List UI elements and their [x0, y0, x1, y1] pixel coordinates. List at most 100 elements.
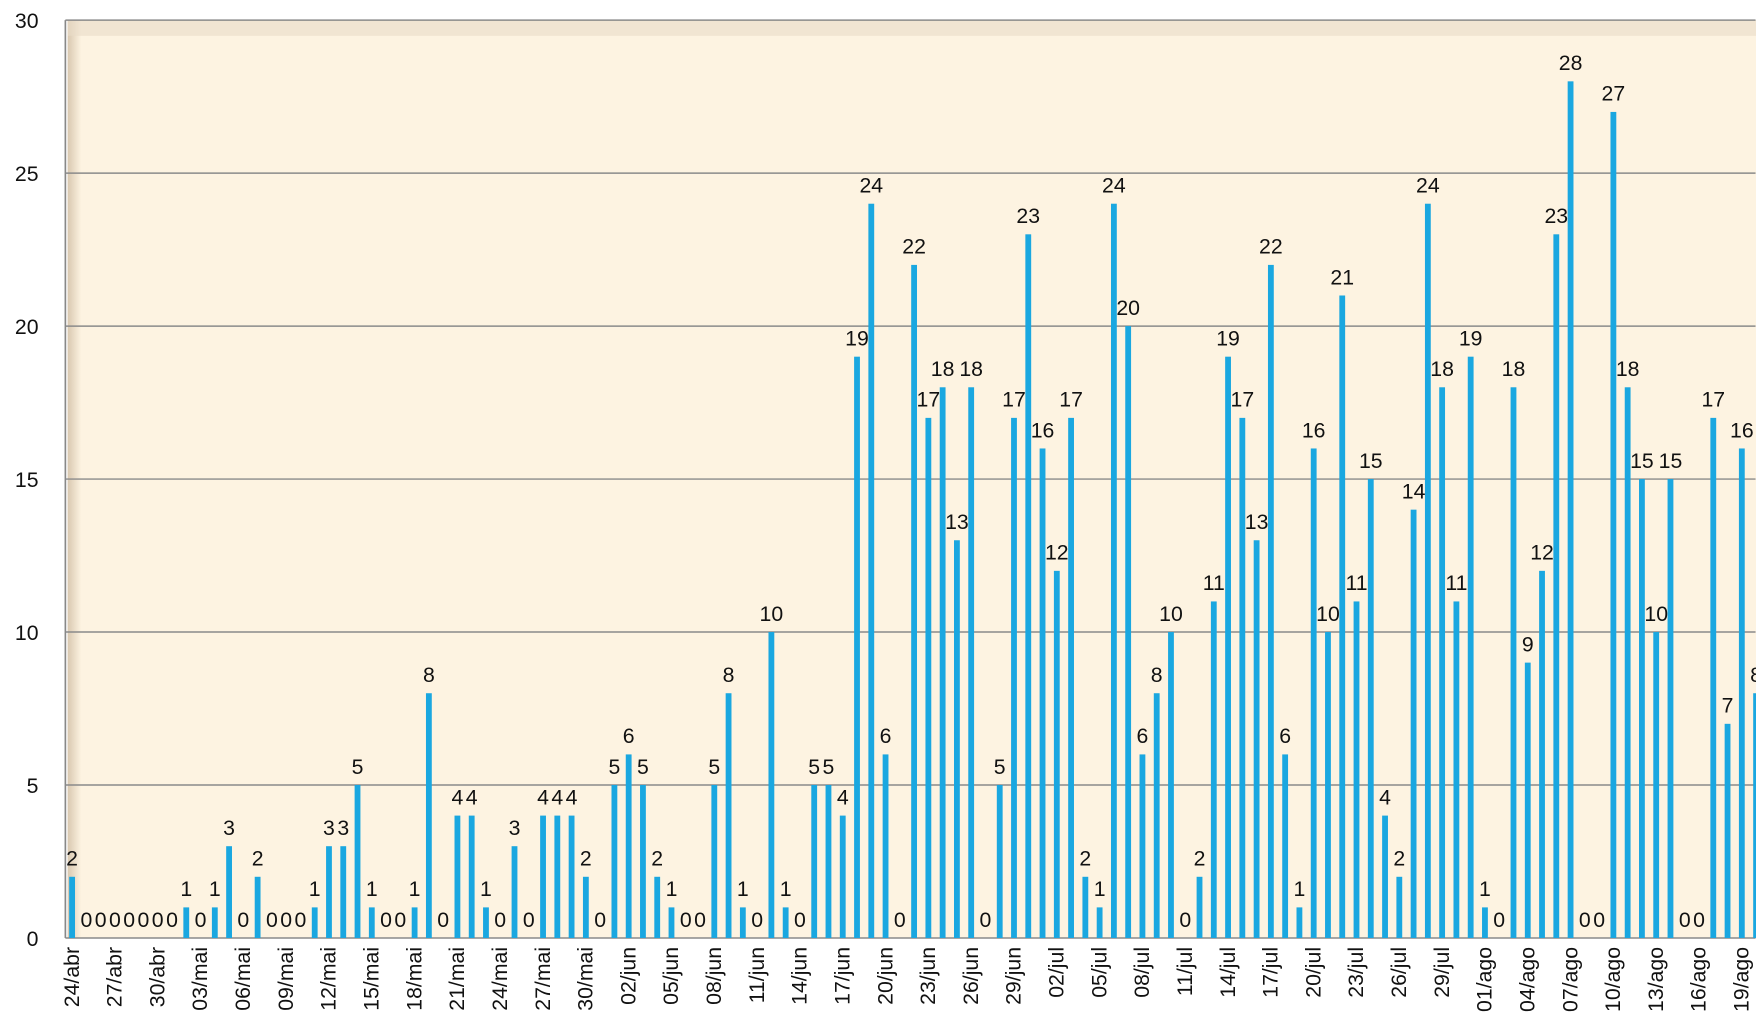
data-label: 16 — [1302, 418, 1326, 442]
bar — [554, 815, 561, 938]
data-label: 4 — [1379, 785, 1391, 809]
data-label: 0 — [295, 908, 307, 932]
data-label: 2 — [1393, 847, 1405, 871]
x-tick-label: 20/jul — [1301, 947, 1325, 998]
bar — [1296, 907, 1303, 938]
bar — [540, 815, 546, 938]
x-tick-label: 06/mai — [231, 947, 255, 1011]
data-label: 5 — [708, 755, 720, 779]
bar — [1168, 632, 1174, 938]
bar — [211, 907, 218, 938]
bar — [1624, 387, 1631, 938]
x-tick-label: 18/mai — [402, 947, 426, 1011]
x-tick-label: 21/mai — [445, 947, 469, 1011]
data-label: 13 — [1245, 510, 1269, 534]
bar — [1153, 693, 1160, 938]
bar — [582, 876, 589, 938]
bar — [468, 815, 475, 938]
data-label: 0 — [894, 908, 906, 932]
x-tick-label: 01/ago — [1473, 947, 1497, 1012]
y-tick-label: 25 — [15, 162, 39, 186]
y-tick-label: 15 — [15, 468, 39, 492]
data-label: 2 — [252, 847, 264, 871]
data-label: 4 — [466, 785, 478, 809]
x-tick-label: 30/abr — [145, 947, 169, 1007]
bar — [839, 815, 846, 938]
data-label: 12 — [1045, 541, 1069, 565]
bar — [1011, 417, 1017, 938]
data-label: 27 — [1602, 82, 1626, 106]
data-label: 0 — [523, 908, 535, 932]
data-label: 7 — [1722, 694, 1734, 718]
data-label: 10 — [1316, 602, 1340, 626]
data-label: 1 — [366, 877, 378, 901]
data-label: 6 — [623, 724, 635, 748]
bar — [1367, 479, 1374, 938]
x-tick-label: 11/jul — [1173, 947, 1197, 996]
bar — [1225, 356, 1231, 938]
data-label: 0 — [1493, 908, 1505, 932]
bar — [1567, 81, 1574, 938]
data-label: 1 — [1479, 877, 1491, 901]
x-tick-label: 14/jul — [1216, 947, 1240, 998]
bar — [1453, 601, 1460, 938]
data-label: 1 — [1094, 877, 1106, 901]
data-label: 4 — [566, 785, 578, 809]
data-label: 8 — [423, 663, 435, 687]
x-tick-label: 19/ago — [1730, 947, 1754, 1012]
data-label: 13 — [945, 510, 969, 534]
bar — [425, 693, 432, 938]
data-label: 2 — [651, 847, 663, 871]
bar — [1610, 111, 1617, 938]
data-label: 8 — [723, 663, 735, 687]
data-label: 4 — [551, 785, 563, 809]
data-label: 0 — [123, 908, 135, 932]
x-tick-label: 09/mai — [274, 947, 298, 1011]
x-tick-label: 15/mai — [360, 947, 384, 1011]
bar — [725, 693, 732, 938]
data-label: 10 — [1159, 602, 1183, 626]
data-label: 0 — [195, 908, 207, 932]
bar — [1724, 723, 1731, 938]
bar — [411, 907, 418, 938]
x-tick-label: 05/jun — [659, 947, 683, 1005]
x-tick-label: 24/abr — [60, 947, 84, 1007]
x-tick-label: 04/ago — [1515, 947, 1539, 1012]
x-tick-label: 14/jun — [788, 947, 812, 1005]
data-label: 24 — [1102, 174, 1126, 198]
bar — [739, 907, 746, 938]
data-label: 0 — [1679, 908, 1691, 932]
data-label: 0 — [380, 908, 392, 932]
plot-shadow — [67, 20, 1756, 36]
bar — [996, 785, 1003, 938]
data-label: 0 — [394, 908, 406, 932]
bar — [854, 356, 860, 938]
x-tick-label: 26/jun — [959, 947, 983, 1005]
data-label: 5 — [608, 755, 620, 779]
data-label: 18 — [931, 357, 955, 381]
bar — [454, 815, 461, 938]
data-label: 15 — [1630, 449, 1654, 473]
data-label: 15 — [1359, 449, 1383, 473]
bar — [654, 876, 661, 938]
data-label: 22 — [902, 235, 926, 259]
bar — [254, 876, 261, 938]
data-label: 17 — [1002, 388, 1026, 412]
data-label: 1 — [1294, 877, 1306, 901]
data-label: 0 — [266, 908, 278, 932]
bar — [1753, 693, 1756, 938]
bar — [925, 417, 932, 938]
bar — [1196, 876, 1203, 938]
data-label: 18 — [1430, 357, 1454, 381]
x-tick-label: 27/mai — [531, 947, 555, 1011]
data-label: 5 — [823, 755, 835, 779]
data-label: 1 — [666, 877, 678, 901]
data-label: 17 — [1701, 388, 1725, 412]
data-label: 1 — [409, 877, 421, 901]
bar — [326, 846, 332, 938]
bar — [782, 907, 789, 938]
bar — [1482, 907, 1488, 938]
x-tick-label: 30/mai — [574, 947, 598, 1011]
bar — [1667, 479, 1674, 938]
